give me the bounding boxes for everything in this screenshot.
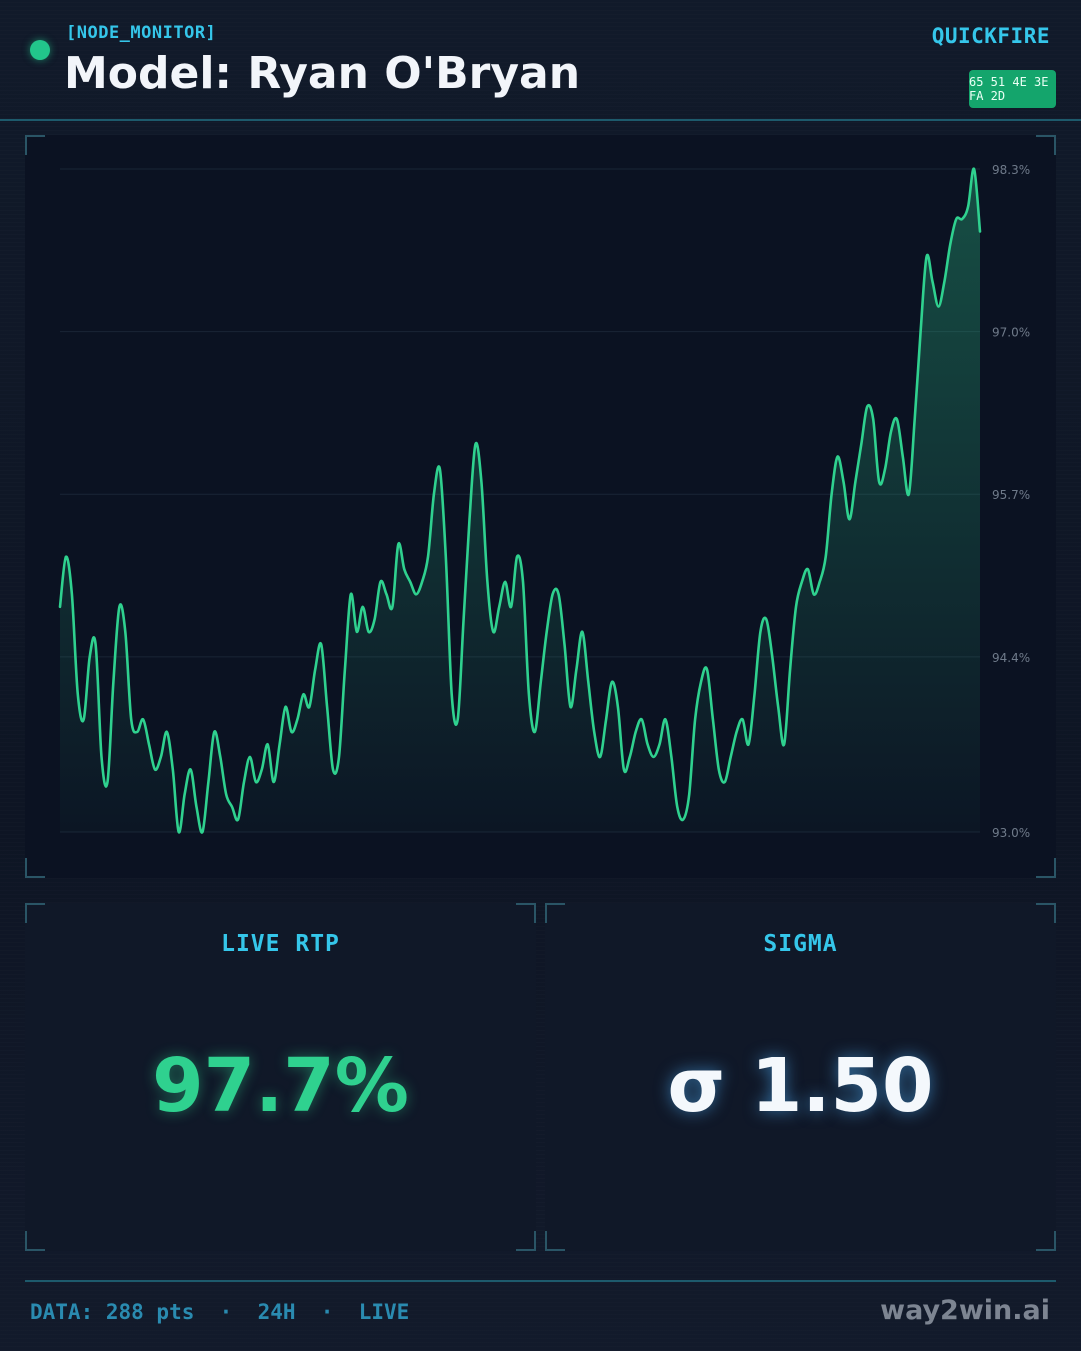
y-tick-label: 98.3% — [992, 163, 1030, 177]
corner-bracket — [516, 903, 536, 923]
y-tick-label: 94.4% — [992, 651, 1030, 665]
footer-divider — [25, 1280, 1056, 1282]
status-indicator-icon — [30, 40, 50, 60]
sigma-value: σ 1.50 — [667, 1043, 934, 1129]
corner-bracket — [1036, 903, 1056, 923]
y-tick-label: 95.7% — [992, 488, 1030, 502]
system-label: [NODE_MONITOR] — [66, 23, 217, 43]
footer-brand-link[interactable]: way2win.ai — [880, 1295, 1050, 1326]
corner-bracket — [1036, 135, 1056, 155]
corner-bracket — [1036, 1231, 1056, 1251]
brand-tag: QUICKFIRE — [931, 24, 1050, 48]
live-rtp-card: LIVE RTP 97.7% — [25, 903, 536, 1251]
corner-bracket — [25, 1231, 45, 1251]
series-area-fill — [60, 168, 980, 833]
sigma-card: SIGMA σ 1.50 — [545, 903, 1056, 1251]
y-tick-label: 97.0% — [992, 326, 1030, 340]
page-title: Model: Ryan O'Bryan — [64, 48, 581, 99]
footer-meta: DATA: 288 pts · 24H · LIVE — [30, 1300, 410, 1324]
header-bar: [NODE_MONITOR] Model: Ryan O'Bryan QUICK… — [0, 0, 1081, 121]
corner-bracket — [25, 858, 45, 878]
corner-bracket — [545, 903, 565, 923]
hex-badge: 65 51 4E 3E FA 2D — [969, 70, 1056, 108]
corner-bracket — [1036, 858, 1056, 878]
corner-bracket — [25, 903, 45, 923]
sigma-label: SIGMA — [763, 931, 838, 957]
hex-badge-label: 65 51 4E 3E FA 2D — [969, 75, 1049, 103]
live-rtp-value: 97.7% — [152, 1043, 409, 1129]
series-line — [58, 167, 982, 834]
rtp-chart: 98.3% 97.0% 95.7% 94.4% 93.0% — [58, 163, 1030, 840]
corner-bracket — [545, 1231, 565, 1251]
rtp-chart-panel: 98.3% 97.0% 95.7% 94.4% 93.0% — [25, 135, 1056, 878]
live-rtp-label: LIVE RTP — [221, 931, 340, 957]
corner-bracket — [516, 1231, 536, 1251]
corner-bracket — [25, 135, 45, 155]
y-tick-label: 93.0% — [992, 826, 1030, 840]
